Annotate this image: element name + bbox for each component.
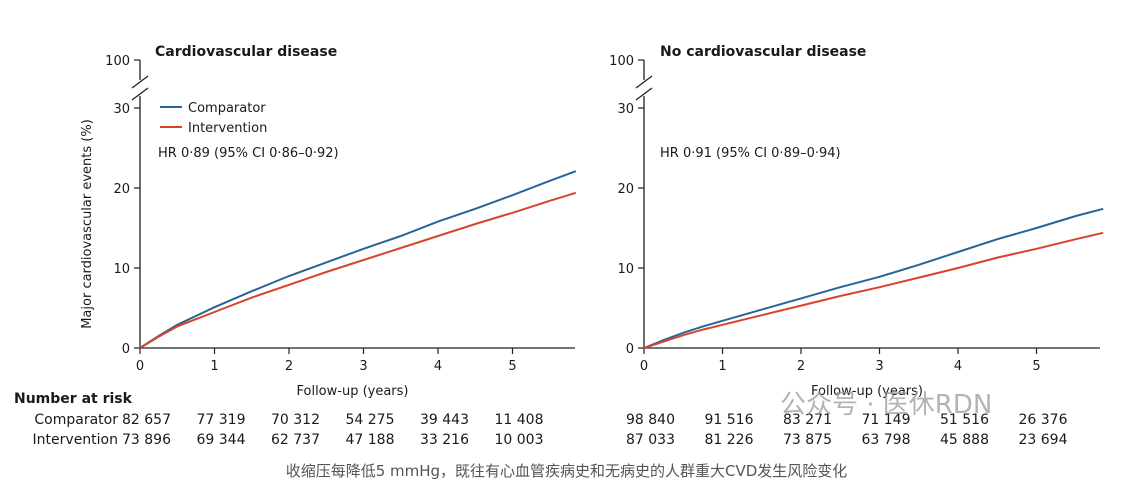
- y-tick-label: 20: [617, 182, 634, 197]
- axis-break-mark: [635, 87, 653, 101]
- risk-cell: 71 149: [861, 412, 911, 428]
- x-tick-label: 4: [954, 359, 962, 374]
- risk-cell: 77 319: [196, 412, 246, 428]
- x-tick-label: 3: [875, 359, 883, 374]
- y-tick-label: 20: [113, 182, 130, 197]
- series-line-intervention: [643, 231, 1104, 349]
- risk-cell: 62 737: [271, 432, 320, 448]
- risk-row-label: Comparator: [34, 412, 118, 428]
- axis-break-mark: [131, 75, 149, 89]
- x-tick-label: 2: [285, 359, 293, 374]
- x-tick-label: 1: [718, 359, 726, 374]
- figure-caption: 收缩压每降低5 mmHg，既往有心血管疾病史和无病史的人群重大CVD发生风险变化: [285, 462, 848, 480]
- panel-title: No cardiovascular disease: [660, 44, 866, 60]
- risk-cell: 47 188: [345, 432, 395, 448]
- x-tick-label: 4: [434, 359, 442, 374]
- risk-cell: 26 376: [1018, 412, 1068, 428]
- x-tick-label: 1: [210, 359, 218, 374]
- series-line-intervention: [139, 191, 577, 349]
- risk-cell: 83 271: [783, 412, 832, 428]
- legend-label: Intervention: [188, 121, 267, 136]
- y-tick-label: 10: [617, 262, 634, 277]
- panel-title: Cardiovascular disease: [155, 44, 337, 60]
- risk-cell: 54 275: [345, 412, 395, 428]
- risk-cell: 11 408: [494, 412, 544, 428]
- risk-cell: 81 226: [704, 432, 754, 448]
- x-tick-label: 0: [136, 359, 144, 374]
- y-tick-label: 0: [122, 342, 130, 357]
- x-tick-label: 5: [1032, 359, 1040, 374]
- risk-cell: 73 875: [783, 432, 832, 448]
- risk-cell: 39 443: [420, 412, 469, 428]
- risk-cell: 98 840: [626, 412, 675, 428]
- series-line-comparator: [139, 170, 577, 349]
- x-tick-label: 5: [508, 359, 516, 374]
- risk-cell: 82 657: [122, 412, 171, 428]
- x-tick-label: 2: [797, 359, 805, 374]
- y-tick-label: 100: [609, 54, 634, 69]
- x-tick-label: 3: [359, 359, 367, 374]
- series-line-comparator: [643, 207, 1104, 349]
- legend-label: Comparator: [188, 101, 266, 116]
- risk-cell: 51 516: [940, 412, 989, 428]
- watermark: 公众号 · 医休RDN: [780, 390, 993, 420]
- y-tick-label: 30: [113, 102, 130, 117]
- risk-row-label: Intervention: [32, 432, 118, 448]
- hazard-ratio-annotation: HR 0·91 (95% CI 0·89–0·94): [660, 146, 841, 161]
- axis-break-mark: [131, 87, 149, 101]
- risk-cell: 73 896: [122, 432, 171, 448]
- x-tick-label: 0: [640, 359, 648, 374]
- y-tick-label: 30: [617, 102, 634, 117]
- risk-cell: 87 033: [626, 432, 675, 448]
- risk-cell: 69 344: [196, 432, 246, 448]
- risk-table-header: Number at risk: [14, 391, 132, 407]
- x-axis-label: Follow-up (years): [296, 384, 408, 399]
- y-tick-label: 10: [113, 262, 130, 277]
- panel-1: Cardiovascular disease 100 0 10 20 30 0 1 2 3 4 5 Fo…: [80, 44, 577, 399]
- y-tick-label: 0: [626, 342, 634, 357]
- y-tick-label: 100: [105, 54, 130, 69]
- x-axis-label: Follow-up (years): [811, 384, 923, 399]
- risk-cell: 91 516: [704, 412, 754, 428]
- risk-cell: 10 003: [494, 432, 544, 448]
- risk-cell: 63 798: [861, 432, 911, 448]
- hazard-ratio-annotation: HR 0·89 (95% CI 0·86–0·92): [158, 146, 339, 161]
- axis-break-mark: [635, 75, 653, 89]
- risk-cell: 45 888: [940, 432, 989, 448]
- risk-cell: 23 694: [1018, 432, 1068, 448]
- risk-cell: 70 312: [271, 412, 320, 428]
- panel-2: No cardiovascular disease 100 0 10 20 30 0 1 2 3 4…: [609, 44, 1104, 399]
- y-axis-label: Major cardiovascular events (%): [80, 119, 95, 329]
- risk-cell: 33 216: [420, 432, 469, 448]
